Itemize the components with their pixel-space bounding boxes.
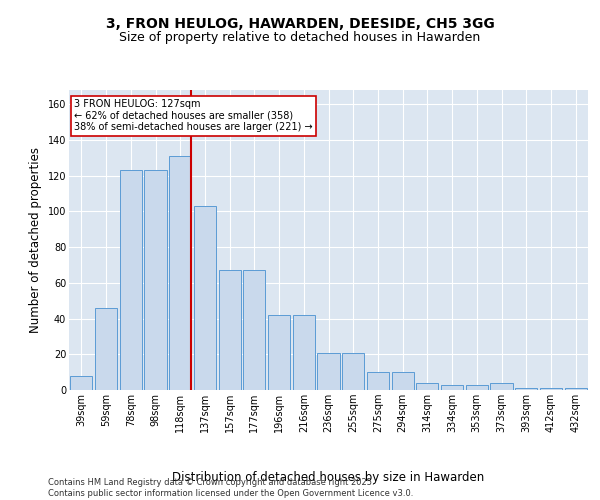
Bar: [194, 206, 216, 390]
Bar: [565, 388, 587, 390]
Bar: [145, 170, 167, 390]
Text: 3, FRON HEULOG, HAWARDEN, DEESIDE, CH5 3GG: 3, FRON HEULOG, HAWARDEN, DEESIDE, CH5 3…: [106, 18, 494, 32]
Bar: [169, 156, 191, 390]
Bar: [490, 383, 512, 390]
Bar: [392, 372, 414, 390]
Bar: [342, 352, 364, 390]
X-axis label: Distribution of detached houses by size in Hawarden: Distribution of detached houses by size …: [172, 471, 485, 484]
Bar: [540, 388, 562, 390]
Bar: [416, 383, 439, 390]
Bar: [367, 372, 389, 390]
Bar: [218, 270, 241, 390]
Text: 3 FRON HEULOG: 127sqm
← 62% of detached houses are smaller (358)
38% of semi-det: 3 FRON HEULOG: 127sqm ← 62% of detached …: [74, 99, 313, 132]
Bar: [243, 270, 265, 390]
Bar: [293, 315, 315, 390]
Bar: [317, 352, 340, 390]
Y-axis label: Number of detached properties: Number of detached properties: [29, 147, 42, 333]
Bar: [268, 315, 290, 390]
Text: Contains HM Land Registry data © Crown copyright and database right 2025.
Contai: Contains HM Land Registry data © Crown c…: [48, 478, 413, 498]
Bar: [441, 384, 463, 390]
Bar: [95, 308, 117, 390]
Bar: [119, 170, 142, 390]
Bar: [70, 376, 92, 390]
Bar: [466, 384, 488, 390]
Text: Size of property relative to detached houses in Hawarden: Size of property relative to detached ho…: [119, 31, 481, 44]
Bar: [515, 388, 538, 390]
